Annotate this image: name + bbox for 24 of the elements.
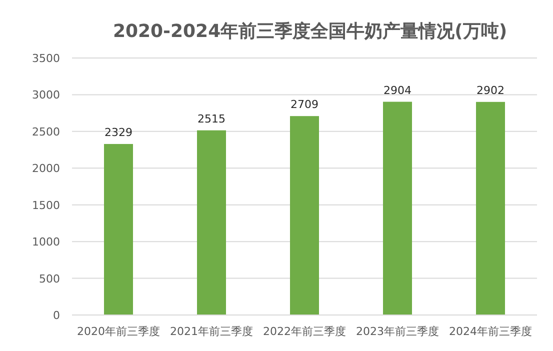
y-tick-label: 1000 [32, 236, 60, 249]
y-tick-label: 2000 [32, 162, 60, 176]
data-label: 2902 [476, 84, 504, 97]
data-label: 2904 [384, 84, 412, 97]
bar [197, 130, 226, 315]
bar [290, 116, 319, 315]
y-tick-label: 3000 [32, 88, 60, 102]
x-tick-label: 2023年前三季度 [356, 325, 439, 338]
y-tick-label: 500 [39, 272, 60, 286]
bar [476, 102, 505, 315]
x-tick-label: 2020年前三季度 [77, 325, 160, 338]
chart-title: 2020-2024年前三季度全国牛奶产量情况(万吨) [112, 21, 508, 42]
bar [383, 102, 412, 315]
y-tick-label: 1500 [32, 198, 60, 212]
data-label: 2329 [104, 126, 132, 139]
x-tick-label: 2024年前三季度 [449, 325, 532, 338]
y-tick-label: 2500 [32, 125, 60, 138]
bar [104, 144, 133, 315]
y-tick-label: 0 [53, 309, 60, 322]
x-tick-label: 2022年前三季度 [263, 325, 346, 338]
data-label: 2709 [290, 98, 318, 112]
x-tick-label: 2021年前三季度 [170, 325, 253, 338]
data-label: 2515 [198, 112, 226, 126]
y-tick-label: 3500 [32, 52, 60, 65]
